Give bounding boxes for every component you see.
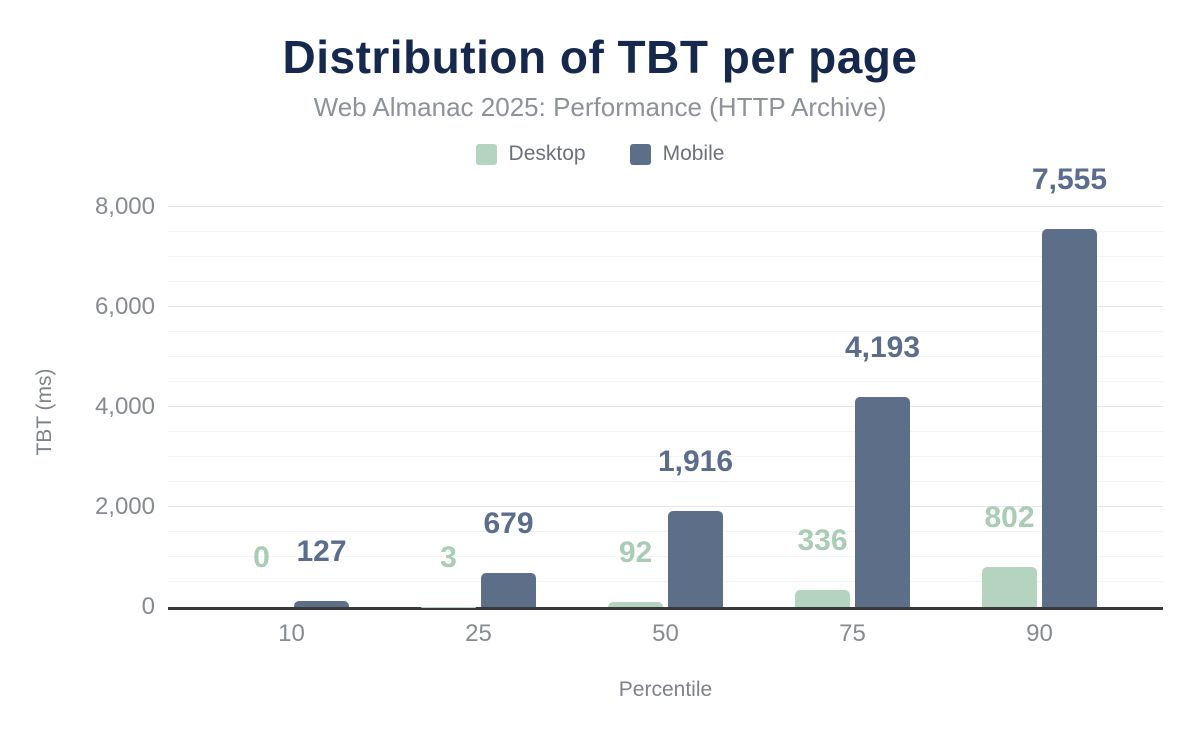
minor-gridline — [168, 381, 1163, 382]
minor-gridline — [168, 331, 1163, 332]
desktop-bar-slot: 336 — [795, 526, 850, 607]
y-tick-label: 6,000 — [94, 293, 155, 320]
gridlines — [168, 206, 1163, 607]
mobile-bar-slot: 4,193 — [845, 333, 920, 607]
minor-gridline — [168, 556, 1163, 557]
mobile-value-label: 1,916 — [657, 445, 734, 479]
minor-gridline — [168, 356, 1163, 357]
major-gridline — [168, 206, 1163, 207]
x-tick-label: 50 — [652, 620, 679, 647]
mobile-value-label: 4,193 — [844, 331, 921, 365]
x-tick-label: 75 — [839, 620, 866, 647]
x-axis-title: Percentile — [618, 678, 713, 701]
plot-area: 0 127 3 679 92 1,916 336 4,193 802 7,555 — [168, 165, 1163, 610]
minor-gridline — [168, 456, 1163, 457]
legend-label: Mobile — [662, 142, 725, 165]
minor-gridline — [168, 256, 1163, 257]
mobile-bar[interactable] — [1042, 229, 1097, 607]
y-axis-ticks: 0 2,000 4,000 6,000 8,000 — [0, 193, 155, 620]
minor-gridline — [168, 231, 1163, 232]
desktop-value-label: 0 — [253, 541, 270, 574]
desktop-value-label: 92 — [618, 536, 653, 570]
major-gridline — [168, 506, 1163, 507]
mobile-bar[interactable] — [481, 573, 536, 607]
minor-gridline — [168, 581, 1163, 582]
desktop-bar-slot: 92 — [608, 538, 663, 607]
mobile-value-label: 127 — [296, 534, 347, 568]
mobile-bar-slot: 1,916 — [658, 447, 733, 607]
major-gridline — [168, 306, 1163, 307]
y-tick-label: 0 — [141, 593, 155, 620]
legend: Desktop Mobile — [0, 142, 1200, 166]
minor-gridline — [168, 431, 1163, 432]
y-tick-label: 4,000 — [94, 393, 155, 420]
desktop-bar-slot: 802 — [982, 502, 1037, 607]
minor-gridline — [168, 531, 1163, 532]
desktop-value-label: 3 — [440, 540, 457, 574]
mobile-bar[interactable] — [855, 397, 910, 607]
desktop-bar[interactable] — [795, 590, 850, 607]
bar-group-p75: 336 4,193 — [759, 207, 946, 607]
chart-subtitle: Web Almanac 2025: Performance (HTTP Arch… — [313, 92, 887, 122]
legend-swatch-desktop — [475, 143, 497, 165]
minor-gridline — [168, 281, 1163, 282]
y-tick-label: 2,000 — [94, 493, 155, 520]
bar-group-p90: 802 7,555 — [946, 165, 1133, 607]
x-axis-ticks: 10 25 50 75 90 — [168, 620, 1163, 648]
desktop-bar[interactable] — [608, 602, 663, 607]
minor-gridline — [168, 481, 1163, 482]
desktop-value-label: 336 — [797, 524, 848, 558]
major-gridline — [168, 406, 1163, 407]
bar-group-p50: 92 1,916 — [572, 207, 759, 607]
y-tick-label: 8,000 — [94, 193, 155, 220]
mobile-bar-slot: 7,555 — [1032, 165, 1107, 607]
mobile-bar[interactable] — [294, 600, 349, 607]
legend-swatch-mobile — [629, 143, 651, 165]
mobile-value-label: 7,555 — [1031, 163, 1108, 197]
mobile-value-label: 679 — [483, 507, 534, 541]
desktop-value-label: 802 — [984, 500, 1035, 534]
legend-label: Desktop — [508, 142, 586, 165]
x-tick-label: 25 — [465, 620, 492, 647]
mobile-bar-slot: 679 — [481, 509, 536, 607]
chart-title: Distribution of TBT per page — [282, 31, 918, 83]
legend-item-desktop: Desktop — [475, 142, 586, 166]
desktop-bar[interactable] — [982, 566, 1037, 607]
x-tick-label: 90 — [1026, 620, 1053, 647]
bars: 0 127 3 679 92 1,916 336 4,193 802 7,555 — [168, 165, 1163, 607]
bar-group-p10: 0 127 — [198, 207, 385, 607]
bar-group-p25: 3 679 — [385, 207, 572, 607]
x-tick-label: 10 — [278, 620, 305, 647]
mobile-bar-slot: 127 — [294, 536, 349, 607]
legend-item-mobile: Mobile — [629, 142, 725, 166]
mobile-bar[interactable] — [668, 511, 723, 607]
